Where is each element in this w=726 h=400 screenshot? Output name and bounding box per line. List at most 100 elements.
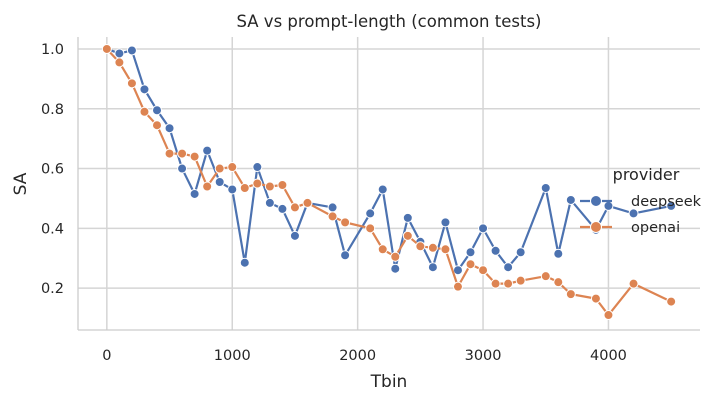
data-point-deepseek [252,162,263,173]
legend: provider deepseek openai [580,165,702,236]
data-point-deepseek [189,188,200,199]
series-layer [101,43,677,321]
data-point-deepseek [239,257,250,268]
data-point-openai [340,217,351,228]
data-point-deepseek [440,217,451,228]
data-point-openai [239,182,250,193]
data-point-deepseek [139,84,150,95]
data-point-openai [490,278,501,289]
data-point-openai [553,277,564,288]
legend-title: provider [613,165,680,184]
data-point-openai [152,120,163,131]
data-point-deepseek [666,200,677,211]
data-point-deepseek [565,194,576,205]
legend-item-deepseek: deepseek [580,194,702,210]
data-point-deepseek [289,230,300,241]
data-point-openai [452,281,463,292]
data-point-deepseek [164,123,175,134]
data-point-deepseek [177,163,188,174]
y-tick-label: 0.4 [41,221,64,237]
data-point-openai [365,223,376,234]
data-point-deepseek [390,263,401,274]
data-point-openai [101,43,112,54]
data-point-openai [540,271,551,282]
y-tick-label: 1.0 [41,42,64,58]
legend-swatch-marker-deepseek [590,195,602,207]
data-point-openai [114,57,125,68]
x-axis-label: Tbin [370,372,408,392]
data-point-deepseek [277,203,288,214]
data-point-openai [402,230,413,241]
data-point-openai [277,179,288,190]
data-point-openai [427,242,438,253]
data-point-deepseek [377,184,388,195]
data-point-deepseek [214,177,225,188]
data-point-openai [628,278,639,289]
series-openai [101,43,677,321]
data-point-deepseek [503,262,514,273]
chart-title: SA vs prompt-length (common tests) [237,12,542,31]
y-axis-label: SA [11,172,31,195]
data-point-openai [327,211,338,222]
data-point-openai [177,148,188,159]
data-point-deepseek [402,212,413,223]
data-point-deepseek [490,245,501,256]
data-point-openai [465,259,476,270]
x-tick-label: 0 [102,348,111,364]
data-point-openai [515,275,526,286]
data-point-openai [252,178,263,189]
x-tick-label: 1000 [214,348,251,364]
x-tick-label: 3000 [465,348,502,364]
data-point-deepseek [465,247,476,258]
data-point-deepseek [227,184,238,195]
y-tick-label: 0.2 [41,281,64,297]
data-point-deepseek [202,145,213,156]
data-point-openai [390,251,401,262]
tick-labels: 0 1000 2000 3000 4000 0.2 0.4 0.6 0.8 1.0 [41,42,627,364]
data-point-deepseek [365,208,376,219]
data-point-deepseek [264,197,275,208]
x-tick-label: 2000 [339,348,376,364]
axes [77,37,700,331]
legend-item-openai: openai [580,220,680,236]
data-point-openai [565,289,576,300]
data-point-deepseek [152,105,163,116]
data-point-openai [214,163,225,174]
x-tick-label: 4000 [590,348,627,364]
data-point-openai [227,162,238,173]
series-deepseek [101,43,677,276]
data-point-openai [440,244,451,255]
data-point-openai [264,181,275,192]
y-tick-label: 0.8 [41,102,64,118]
data-point-deepseek [478,223,489,234]
legend-swatch-marker-openai [590,221,602,233]
data-point-deepseek [327,202,338,213]
y-tick-label: 0.6 [41,162,64,178]
data-point-openai [302,197,313,208]
data-point-openai [603,310,614,321]
legend-label-deepseek: deepseek [631,194,702,210]
data-point-deepseek [126,45,137,56]
data-point-deepseek [603,200,614,211]
data-point-openai [415,241,426,252]
data-point-deepseek [114,48,125,59]
data-point-deepseek [628,208,639,219]
data-point-openai [202,181,213,192]
data-point-openai [590,293,601,304]
legend-label-openai: openai [631,220,680,236]
data-point-deepseek [515,247,526,258]
data-point-openai [189,151,200,162]
data-point-openai [478,265,489,276]
data-point-openai [503,278,514,289]
data-point-openai [289,202,300,213]
data-point-openai [666,296,677,307]
data-point-openai [377,244,388,255]
data-point-deepseek [452,265,463,276]
data-point-deepseek [427,262,438,273]
data-point-openai [164,148,175,159]
data-point-openai [126,78,137,89]
data-point-deepseek [553,248,564,259]
data-point-deepseek [540,182,551,193]
